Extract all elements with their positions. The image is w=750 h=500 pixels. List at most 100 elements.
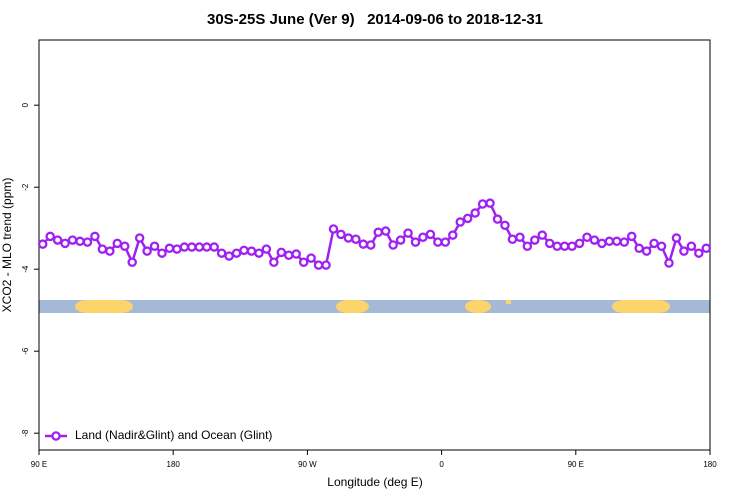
point <box>664 258 674 268</box>
point <box>388 240 398 250</box>
y-tick-label: 0 <box>21 102 30 107</box>
point <box>619 237 630 247</box>
point <box>358 239 369 249</box>
point <box>679 246 689 256</box>
ocean-band <box>39 300 710 313</box>
point <box>164 243 175 254</box>
x-tick-label: 180 <box>167 460 181 469</box>
point <box>321 260 331 270</box>
land-band <box>465 300 491 313</box>
point <box>425 229 436 240</box>
point <box>343 233 354 243</box>
point <box>90 231 100 242</box>
point <box>462 213 473 224</box>
point <box>656 241 667 251</box>
point <box>127 257 137 267</box>
point <box>313 260 324 270</box>
point <box>507 234 518 245</box>
point <box>105 246 115 256</box>
point <box>515 232 525 242</box>
point <box>641 246 652 256</box>
point <box>380 226 391 236</box>
point <box>492 214 503 224</box>
point <box>544 238 555 249</box>
y-tick-label: -8 <box>21 429 30 437</box>
point <box>448 230 458 240</box>
point <box>574 238 585 249</box>
point <box>37 239 48 249</box>
y-tick-label: -4 <box>21 265 30 273</box>
point <box>552 241 562 251</box>
point <box>216 248 227 258</box>
point <box>172 244 182 254</box>
legend-marker <box>51 431 61 441</box>
point <box>276 247 287 258</box>
point <box>440 237 451 247</box>
point <box>246 246 257 256</box>
y-tick-label: -6 <box>21 347 30 355</box>
point <box>373 227 383 238</box>
x-tick-label: 0 <box>439 460 444 469</box>
point <box>694 248 704 258</box>
point <box>201 242 212 252</box>
point <box>567 241 577 251</box>
point <box>500 220 510 231</box>
point <box>60 238 70 249</box>
point <box>582 232 592 242</box>
land-band <box>336 300 369 313</box>
legend-label: Land (Nadir&Glint) and Ocean (Glint) <box>75 428 272 442</box>
point <box>418 232 428 242</box>
surface-band <box>39 300 710 313</box>
point <box>239 245 249 256</box>
y-axis-label: XCO2 - MLO trend (ppm) <box>0 178 14 313</box>
point <box>45 231 55 242</box>
point <box>112 238 123 249</box>
point <box>254 248 264 258</box>
point <box>522 241 533 251</box>
point <box>477 199 488 209</box>
point <box>597 238 607 249</box>
point <box>149 241 160 251</box>
point <box>336 229 346 240</box>
point <box>366 240 376 250</box>
land-band <box>506 300 511 304</box>
x-axis-label: Longitude (deg E) <box>327 475 422 489</box>
y-tick-label: -2 <box>21 183 30 191</box>
point <box>224 251 234 261</box>
point <box>403 228 413 238</box>
point <box>261 244 272 254</box>
point <box>298 257 309 267</box>
point <box>701 243 712 254</box>
point <box>395 235 406 245</box>
point <box>530 235 540 245</box>
point <box>194 242 205 252</box>
land-band <box>612 300 670 313</box>
point <box>134 233 145 243</box>
point <box>142 246 152 256</box>
point <box>67 235 78 245</box>
point <box>559 241 570 251</box>
point <box>485 198 495 208</box>
land-band <box>75 300 133 313</box>
point <box>157 248 167 258</box>
point <box>119 241 130 251</box>
point <box>75 236 85 247</box>
x-tick-label: 90 E <box>31 460 47 469</box>
point <box>179 242 190 252</box>
point <box>455 217 465 227</box>
point <box>231 248 242 258</box>
chart-title: 30S-25S June (Ver 9) 2014-09-06 to 2018-… <box>207 11 543 28</box>
point <box>187 242 197 252</box>
x-tick-label: 180 <box>703 460 717 469</box>
point <box>410 237 421 247</box>
point <box>686 241 697 251</box>
point <box>649 238 659 249</box>
point <box>604 236 615 247</box>
point <box>284 250 294 260</box>
point <box>351 234 361 245</box>
point <box>634 243 644 254</box>
point <box>52 235 63 245</box>
x-tick-label: 90 W <box>298 460 317 469</box>
point <box>269 257 279 267</box>
